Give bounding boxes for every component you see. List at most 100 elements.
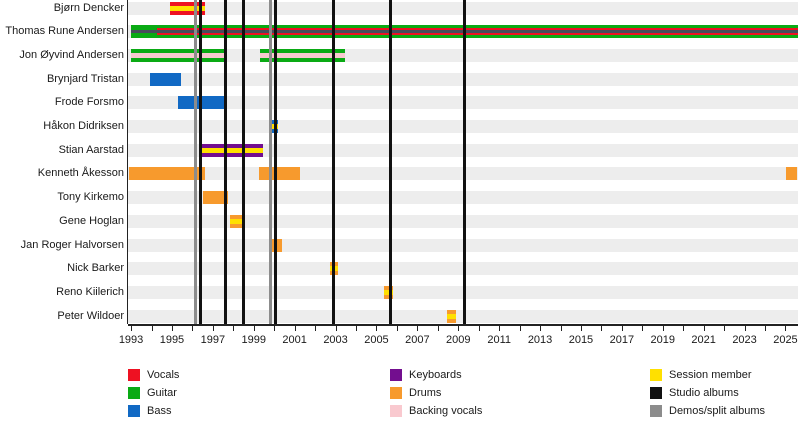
- x-axis-major-tick: [744, 326, 746, 331]
- demo-split-release-line: [268, 0, 272, 324]
- x-axis-major-tick: [785, 326, 787, 331]
- row-background-band: [128, 120, 798, 133]
- member-label: Tony Kirkemo: [57, 191, 124, 204]
- x-axis-minor-tick: [519, 326, 521, 331]
- x-axis-tick-label: 2025: [773, 334, 798, 346]
- x-axis-minor-tick: [192, 326, 194, 331]
- member-label: Peter Wildoer: [57, 309, 124, 322]
- legend-swatch-drums: [390, 387, 402, 399]
- member-label: Brynjard Tristan: [46, 72, 124, 85]
- x-axis-major-tick: [131, 326, 133, 331]
- legend-label: Demos/split albums: [669, 405, 765, 417]
- x-axis-major-tick: [253, 326, 255, 331]
- x-axis-minor-tick: [642, 326, 644, 331]
- legend-label: Keyboards: [409, 369, 462, 381]
- legend-label: Vocals: [147, 369, 180, 381]
- timeline-bar-session: [201, 147, 264, 153]
- x-axis-tick-label: 1995: [159, 334, 185, 346]
- studio-album-release-line: [223, 0, 227, 324]
- legend-label: Session member: [669, 369, 752, 381]
- x-axis-tick-label: 2019: [650, 334, 675, 346]
- x-axis-tick-label: 2017: [609, 334, 635, 346]
- studio-album-release-line: [462, 0, 466, 324]
- legend-swatch-guitar: [128, 387, 140, 399]
- demo-split-release-line: [193, 0, 197, 324]
- legend-label: Bass: [147, 405, 172, 417]
- x-axis-tick-label: 2007: [405, 334, 430, 346]
- legend-swatch-session: [650, 369, 662, 381]
- x-axis-minor-tick: [765, 326, 767, 331]
- x-axis-minor-tick: [683, 326, 685, 331]
- x-axis-tick-label: 2005: [364, 334, 389, 346]
- row-background-band: [128, 309, 798, 323]
- timeline-bar-backing: [131, 52, 226, 58]
- legend-swatch-vocals: [128, 369, 140, 381]
- x-axis-minor-tick: [601, 326, 603, 331]
- legend-label: Drums: [409, 387, 442, 399]
- x-axis-major-tick: [417, 326, 419, 331]
- legend-label: Studio albums: [669, 387, 739, 399]
- timeline-bar-bass: [150, 72, 182, 86]
- member-label: Gene Hoglan: [59, 214, 124, 227]
- member-label: Frode Forsmo: [54, 96, 124, 109]
- x-axis-tick-label: 2011: [487, 334, 511, 346]
- x-axis-minor-tick: [560, 326, 562, 331]
- x-axis-major-tick: [335, 326, 337, 331]
- timeline-bar-session: [384, 289, 394, 295]
- member-label: Nick Barker: [67, 262, 124, 275]
- member-label: Jon Øyvind Andersen: [19, 48, 124, 61]
- x-axis-tick-label: 2021: [691, 334, 716, 346]
- x-axis-major-tick: [621, 326, 623, 331]
- x-axis-minor-tick: [396, 326, 398, 331]
- row-background-band: [128, 191, 798, 205]
- x-axis-tick-label: 1999: [241, 334, 266, 346]
- timeline-bar-session: [169, 5, 206, 11]
- timeline-bar-session: [447, 313, 457, 319]
- x-axis-major-tick: [294, 326, 296, 331]
- x-axis-minor-tick: [315, 326, 317, 331]
- x-axis-major-tick: [703, 326, 705, 331]
- x-axis-tick-label: 2009: [446, 334, 471, 346]
- member-label: Reno Kiilerich: [56, 285, 124, 298]
- timeline-bar-session: [230, 218, 245, 224]
- row-background-band: [128, 285, 798, 299]
- legend-swatch-bass: [128, 405, 140, 417]
- studio-album-release-line: [273, 0, 277, 324]
- row-background-band: [128, 238, 798, 252]
- x-axis-tick-label: 2013: [527, 334, 553, 346]
- row-background-band: [128, 1, 798, 15]
- studio-album-release-line: [331, 0, 335, 324]
- x-axis-tick-label: 2003: [323, 334, 348, 346]
- timeline-bar-drums: [129, 167, 206, 181]
- timeline-bar-drums: [203, 191, 229, 205]
- x-axis-minor-tick: [233, 326, 235, 331]
- x-axis-minor-tick: [437, 326, 439, 331]
- member-label: Bjørn Dencker: [53, 1, 124, 14]
- x-axis-minor-tick: [724, 326, 726, 331]
- member-label: Thomas Rune Andersen: [5, 25, 124, 38]
- studio-album-release-line: [389, 0, 393, 324]
- x-axis-major-tick: [499, 326, 501, 331]
- x-axis-major-tick: [540, 326, 542, 331]
- legend-swatch-demos: [650, 405, 662, 417]
- member-label: Håkon Didriksen: [43, 120, 124, 132]
- timeline-bar-drums: [259, 167, 301, 181]
- x-axis-tick-label: 1997: [200, 334, 226, 346]
- timeline-bar-session: [269, 124, 279, 129]
- x-axis-minor-tick: [356, 326, 358, 331]
- legend-swatch-studio: [650, 387, 662, 399]
- member-label: Jan Roger Halvorsen: [20, 238, 124, 251]
- row-background-band: [128, 262, 798, 276]
- plot-left-border: [127, 0, 128, 324]
- x-axis-major-tick: [458, 326, 460, 331]
- x-axis-line: [128, 324, 798, 326]
- legend-swatch-backing: [390, 405, 402, 417]
- member-label: Stian Aarstad: [58, 143, 124, 156]
- x-axis-tick-label: 2015: [568, 334, 594, 346]
- timeline-bar-backing: [260, 52, 346, 58]
- studio-album-release-line: [242, 0, 246, 324]
- row-background-band: [128, 96, 798, 110]
- x-axis-minor-tick: [478, 326, 480, 331]
- timeline-bar-bass: [178, 96, 227, 110]
